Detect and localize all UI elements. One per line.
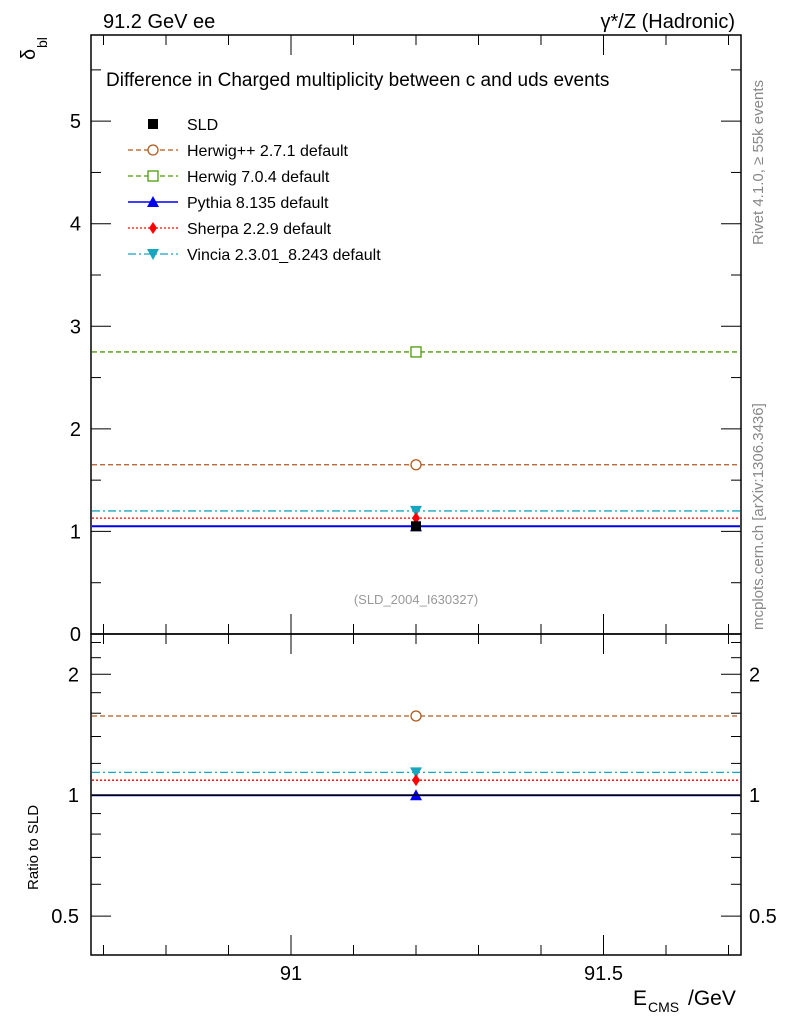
main-marker-herwig — [410, 346, 422, 358]
x-tick-label: 91.5 — [584, 963, 623, 985]
legend-label-pythia: Pythia 8.135 default — [187, 195, 329, 212]
y-axis-label-main: δ bl — [18, 37, 50, 60]
legend-label-herwig: Herwig++ 2.7.1 default — [187, 143, 349, 160]
legend-label-sherpa: Sherpa 2.2.9 default — [187, 221, 332, 238]
legend-marker-vincia — [147, 249, 159, 260]
x-tick-label: 91 — [280, 963, 302, 985]
y-tick-label-ratio-right: 0.5 — [749, 906, 777, 928]
y-tick-label-ratio-right: 1 — [749, 785, 760, 807]
mcplots-label: mcplots.cern.ch [arXiv:1306.3436] — [750, 403, 767, 630]
y-tick-label-main: 3 — [70, 316, 81, 338]
y-tick-label-ratio: 0.5 — [51, 906, 79, 928]
legend-label-herwig: Herwig 7.0.4 default — [187, 169, 330, 186]
x-axis-label: E CMS /GeV — [633, 987, 736, 1015]
y-label-main-sub: bl — [34, 37, 50, 48]
legend-label-sld: SLD — [187, 117, 218, 134]
main-marker-herwig — [410, 459, 422, 471]
legend-marker-sld — [148, 119, 158, 129]
y-tick-label-ratio: 1 — [68, 785, 79, 807]
legend-marker-herwig — [147, 144, 159, 156]
y-tick-label-main: 0 — [70, 624, 81, 646]
y-tick-label-main: 4 — [70, 214, 81, 236]
chart-title: Difference in Charged multiplicity betwe… — [106, 70, 609, 91]
y-tick-label-ratio: 2 — [68, 664, 79, 686]
ratio-marker-sherpa — [412, 774, 420, 787]
header-right: γ*/Z (Hadronic) — [601, 11, 735, 33]
y-label-main-text: δ — [18, 49, 40, 60]
x-label-unit: /GeV — [688, 987, 736, 1010]
x-label-sub: CMS — [648, 999, 679, 1015]
x-label-text: E — [633, 987, 647, 1010]
ratio-marker-vincia — [410, 767, 422, 779]
header-left: 91.2 GeV ee — [103, 11, 215, 33]
legend-marker-sherpa — [149, 222, 157, 234]
legend-marker-herwig — [147, 170, 159, 182]
ratio-series-group — [92, 710, 740, 801]
y-axis-label-ratio: Ratio to SLD — [25, 805, 42, 890]
y-tick-label-main: 1 — [70, 521, 81, 543]
ratio-marker-herwig — [410, 710, 422, 722]
analysis-watermark: (SLD_2004_I630327) — [354, 592, 478, 607]
main-marker-sld — [411, 521, 421, 532]
main-marker-vincia — [410, 505, 422, 517]
legend-label-vincia: Vincia 2.3.01_8.243 default — [187, 247, 381, 264]
y-tick-label-main: 2 — [70, 419, 81, 441]
rivet-label: Rivet 4.1.0, ≥ 55k events — [750, 80, 767, 245]
y-tick-label-main: 5 — [70, 111, 81, 133]
legend-marker-pythia — [147, 196, 159, 207]
y-tick-label-ratio-right: 2 — [749, 664, 760, 686]
main-marker-sherpa — [412, 512, 420, 525]
